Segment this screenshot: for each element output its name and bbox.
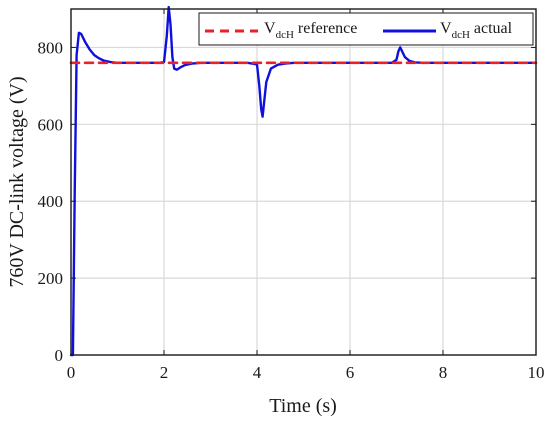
legend: VdcH reference VdcH actual (198, 12, 534, 46)
y-tick-label: 0 (55, 346, 64, 365)
x-tick-label: 6 (346, 363, 355, 382)
y-tick-label: 200 (38, 269, 64, 288)
legend-box (198, 12, 534, 46)
x-tick-label: 2 (160, 363, 169, 382)
legend-label-actual: VdcH actual (440, 20, 513, 41)
y-axis-label: 760V DC-link voltage (V) (6, 76, 28, 287)
series-layer (69, 5, 538, 357)
x-tick-label: 8 (439, 363, 448, 382)
x-tick-label: 4 (253, 363, 262, 382)
x-tick-label: 0 (67, 363, 76, 382)
x-tick-label: 10 (528, 363, 545, 382)
legend-label-reference: VdcH reference (264, 20, 357, 41)
y-tick-label: 800 (38, 38, 64, 57)
x-axis-label: Time (s) (269, 395, 337, 417)
y-tick-label: 400 (38, 192, 64, 211)
plot-background (71, 9, 536, 355)
y-tick-label: 600 (38, 115, 64, 134)
plot-frame (70, 8, 537, 356)
